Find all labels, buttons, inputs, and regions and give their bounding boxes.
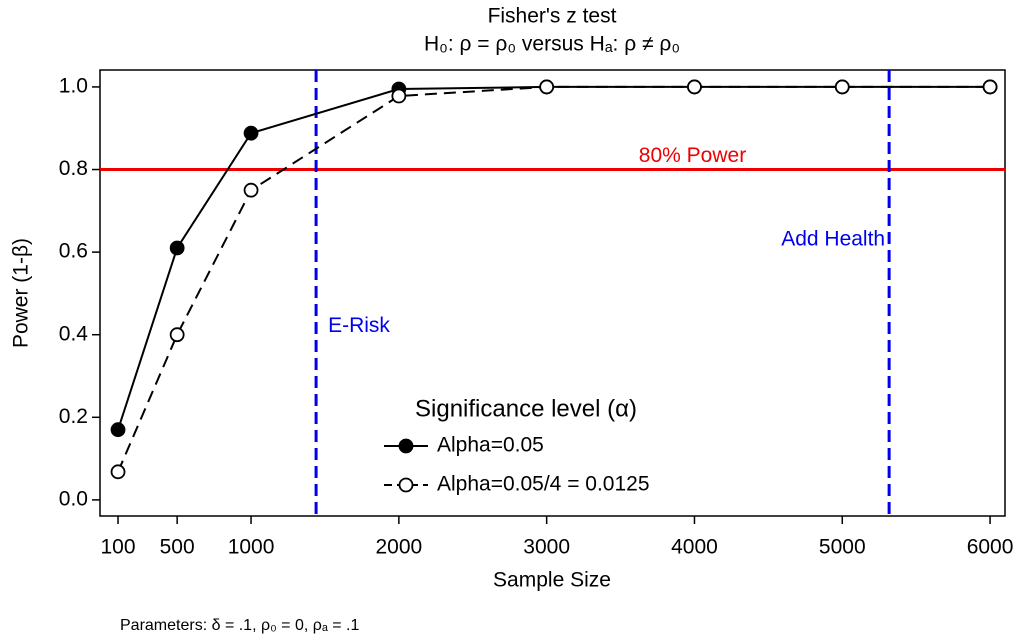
data-point — [834, 79, 850, 95]
x-tick-label: 4000 — [671, 536, 718, 559]
plot-frame — [99, 69, 1006, 517]
data-point — [110, 464, 126, 480]
series-line — [117, 85, 991, 473]
x-tick-label: 500 — [160, 536, 195, 559]
data-point — [687, 79, 702, 95]
x-tick-label: 3000 — [523, 536, 570, 559]
chart-title: Fisher's z test — [488, 5, 617, 28]
y-tick-label: 0.2 — [59, 405, 88, 428]
x-axis-title: Sample Size — [493, 569, 611, 592]
data-point — [110, 422, 126, 438]
y-tick-label: 0.0 — [59, 487, 88, 510]
reference-label: 80% Power — [639, 144, 746, 167]
data-point — [169, 327, 185, 343]
series-line — [117, 85, 991, 431]
data-point — [982, 79, 998, 95]
data-point — [243, 125, 259, 141]
chart-subtitle: H₀: ρ = ρ₀ versus Hₐ: ρ ≠ ρ₀ — [424, 33, 680, 56]
legend-title: Significance level (α) — [415, 395, 637, 422]
x-tick-label: 6000 — [967, 536, 1014, 559]
data-point — [169, 240, 185, 256]
x-tick-label: 1000 — [228, 536, 275, 559]
legend-label: Alpha=0.05/4 = 0.0125 — [437, 473, 650, 496]
data-point — [539, 79, 555, 95]
reference-label: Add Health — [781, 227, 885, 250]
y-tick-label: 1.0 — [59, 74, 88, 97]
x-tick-label: 2000 — [375, 536, 422, 559]
y-tick-label: 0.4 — [59, 322, 89, 345]
data-point — [391, 88, 407, 104]
legend-marker — [398, 438, 414, 454]
data-point — [243, 182, 259, 198]
y-tick-label: 0.6 — [59, 240, 88, 263]
x-tick-label: 100 — [101, 536, 136, 559]
legend-marker — [398, 477, 414, 493]
legend-label: Alpha=0.05 — [437, 434, 544, 457]
footnote: Parameters: δ = .1, ρ₀ = 0, ρₐ = .1 — [120, 617, 359, 634]
y-tick-label: 0.8 — [59, 157, 88, 180]
reference-label: E-Risk — [328, 314, 390, 337]
x-tick-label: 5000 — [819, 536, 866, 559]
y-axis-title: Power (1-β) — [10, 238, 33, 348]
